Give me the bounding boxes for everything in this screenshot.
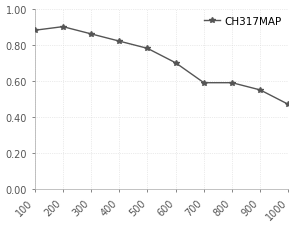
CH317MAP — [61, 26, 65, 29]
CH317MAP — [174, 62, 178, 65]
CH317MAP — [287, 104, 290, 106]
CH317MAP — [230, 82, 234, 85]
Legend: CH317MAP: CH317MAP — [202, 15, 283, 29]
CH317MAP — [118, 41, 121, 43]
Line: CH317MAP: CH317MAP — [32, 25, 291, 108]
CH317MAP — [258, 89, 262, 92]
CH317MAP — [146, 48, 149, 50]
CH317MAP — [89, 33, 93, 36]
CH317MAP — [202, 82, 206, 85]
CH317MAP — [33, 30, 36, 32]
